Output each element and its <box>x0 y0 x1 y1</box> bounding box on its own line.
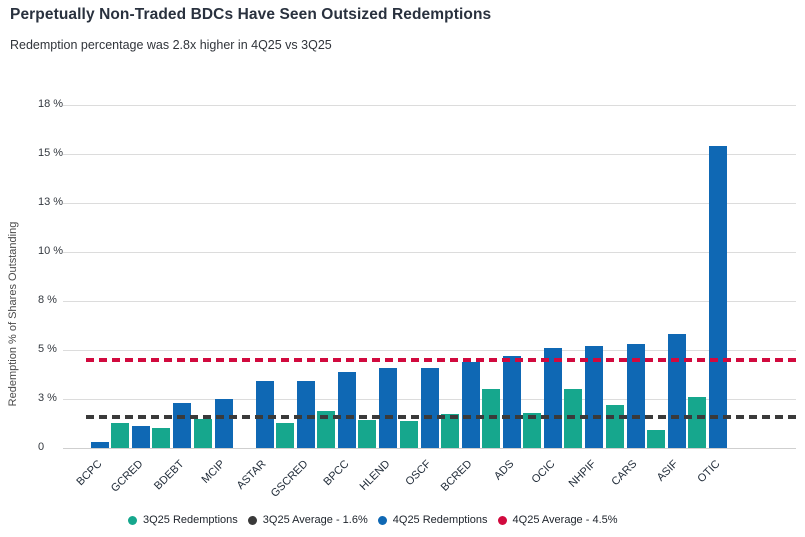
x-tick-bpcc: BPCC <box>321 458 352 489</box>
y-tick-0: 0 <box>38 441 45 453</box>
gridline-5 <box>63 350 796 351</box>
x-tick-gscred: GSCRED <box>268 458 310 500</box>
bar-4q25-bcpc <box>91 442 109 448</box>
bar-3q25-bcred <box>440 413 459 448</box>
legend-item-4q25-average: 4Q25 Average - 4.5% <box>497 514 618 526</box>
x-tick-ocic: OCIC <box>529 458 558 486</box>
legend-label: 4Q25 Average - 4.5% <box>512 514 618 526</box>
legend-label: 3Q25 Redemptions <box>143 514 238 526</box>
y-tick-10: 10 % <box>38 245 64 257</box>
legend-item-4q25-redemptions: 4Q25 Redemptions <box>377 514 488 526</box>
bar-4q25-ads <box>503 355 521 448</box>
legend-dot-blue-icon <box>377 515 387 525</box>
bar-3q25-gscred <box>276 422 294 448</box>
bar-4q25-ocic <box>544 348 563 448</box>
y-tick-5: 5 % <box>38 343 57 355</box>
bar-4q25-asif <box>667 334 686 448</box>
x-tick-mcip: MCIP <box>199 458 228 486</box>
x-tick-bcpc: BCPC <box>73 458 104 489</box>
x-tick-gcred: GCRED <box>108 458 146 495</box>
y-tick-18: 18 % <box>38 98 64 110</box>
x-tick-cars: CARS <box>609 458 640 489</box>
y-tick-15: 15 % <box>38 147 64 159</box>
bar-4q25-otic <box>709 146 727 448</box>
y-tick-3: 3 % <box>38 392 57 404</box>
bar-3q25-bdebt <box>152 428 171 448</box>
x-tick-ads: ADS <box>491 458 516 483</box>
bar-4q25-bdebt <box>173 402 192 448</box>
gridline-15 <box>63 154 796 155</box>
bar-4q25-oscf <box>420 367 439 448</box>
y-tick-13: 13 % <box>38 196 64 208</box>
legend-item-3q25-average: 3Q25 Average - 1.6% <box>247 514 368 526</box>
ref-line-3q25-average <box>86 414 798 419</box>
chart-legend: 3Q25 Redemptions 3Q25 Average - 1.6% 4Q25 … <box>128 514 618 526</box>
chart-subtitle: Redemption percentage was 2.8x higher in… <box>10 38 332 52</box>
bar-4q25-bpcc <box>338 371 357 448</box>
bar-4q25-nhpif <box>585 346 604 448</box>
bar-4q25-gcred <box>132 426 151 448</box>
legend-label: 4Q25 Redemptions <box>392 514 488 526</box>
bar-3q25-bpcc <box>317 410 336 448</box>
x-tick-otic: OTIC <box>694 458 722 486</box>
bar-4q25-mcip <box>214 399 233 448</box>
legend-dot-teal-icon <box>128 515 137 525</box>
bar-4q25-bcred <box>461 361 480 448</box>
gridline-13 <box>63 203 796 204</box>
x-tick-nhpif: NHPIF <box>566 458 599 490</box>
gridline-0 <box>63 448 796 449</box>
x-tick-astar: ASTAR <box>234 458 269 492</box>
legend-label: 3Q25 Average - 1.6% <box>262 514 368 526</box>
y-axis-title: Redemption % of Shares Outstanding <box>7 221 19 407</box>
ref-line-4q25-average <box>86 357 798 362</box>
legend-dot-dark-icon <box>247 515 257 525</box>
bar-3q25-asif <box>646 430 665 448</box>
y-tick-8: 8 % <box>38 294 57 306</box>
legend-dot-red-icon <box>497 515 507 525</box>
bar-3q25-otic <box>688 397 706 448</box>
x-tick-bcred: BCRED <box>439 458 475 494</box>
chart-title: Perpetually Non-Traded BDCs Have Seen Ou… <box>10 6 492 23</box>
gridline-8 <box>63 301 796 302</box>
bar-3q25-mcip <box>193 418 212 448</box>
bar-3q25-gcred <box>111 422 130 448</box>
x-tick-oscf: OSCF <box>403 458 434 489</box>
bar-4q25-hlend <box>379 367 398 448</box>
gridline-18 <box>63 105 796 106</box>
x-tick-hlend: HLEND <box>357 458 393 493</box>
bar-3q25-oscf <box>399 420 418 448</box>
bar-4q25-cars <box>626 344 645 448</box>
bar-3q25-ocic <box>523 412 542 448</box>
bar-3q25-hlend <box>358 419 377 448</box>
legend-item-3q25-redemptions: 3Q25 Redemptions <box>128 514 238 526</box>
gridline-10 <box>63 252 796 253</box>
x-tick-bdebt: BDEBT <box>151 458 187 493</box>
x-tick-asif: ASIF <box>655 458 681 484</box>
bar-3q25-cars <box>605 404 624 448</box>
